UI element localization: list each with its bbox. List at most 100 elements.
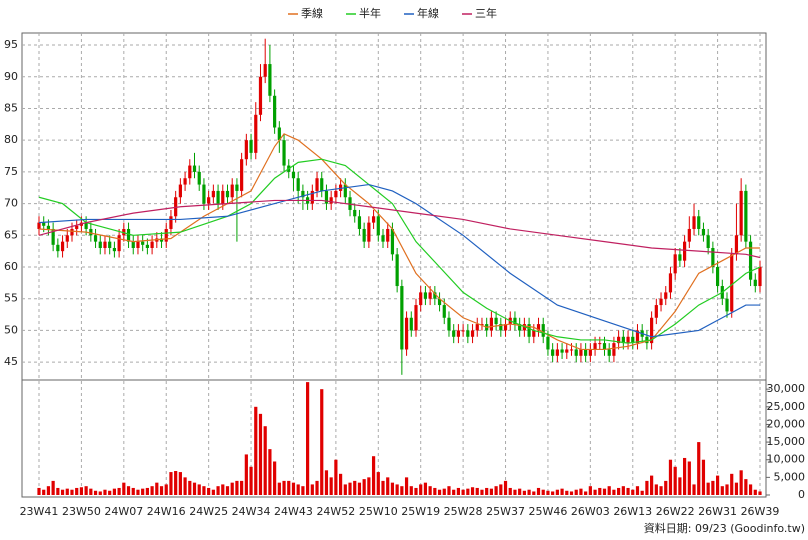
candle-body bbox=[93, 235, 98, 242]
plot-frame bbox=[21, 32, 767, 498]
candle-body bbox=[254, 114, 258, 153]
candle-body bbox=[414, 305, 418, 331]
candle-body bbox=[758, 267, 762, 287]
candle-body bbox=[301, 190, 305, 198]
candle-body bbox=[536, 324, 541, 331]
candle-body bbox=[400, 286, 404, 350]
candle-body bbox=[730, 254, 734, 312]
candle-body bbox=[60, 241, 65, 252]
volume-bar bbox=[485, 487, 489, 495]
candle-body bbox=[329, 197, 333, 204]
candle-body bbox=[744, 190, 748, 242]
volume-bar bbox=[536, 487, 541, 495]
volume-bar bbox=[150, 486, 154, 495]
x-tick-label: 25W10 bbox=[359, 505, 398, 518]
x-tick-label: 26W31 bbox=[698, 505, 737, 518]
candle-body bbox=[197, 171, 201, 185]
x-tick-label: 24W16 bbox=[147, 505, 186, 518]
x-tick-label: 24W34 bbox=[232, 505, 271, 518]
volume-bar bbox=[334, 459, 338, 495]
candle-body bbox=[617, 336, 621, 344]
volume-bar bbox=[329, 477, 333, 495]
candle-body bbox=[607, 349, 611, 356]
candle-body bbox=[555, 349, 559, 356]
volume-bar bbox=[602, 488, 607, 495]
volume-bar bbox=[687, 461, 691, 495]
volume-bar bbox=[659, 486, 663, 495]
volume-bar bbox=[230, 482, 234, 495]
y-tick-label: 45 bbox=[4, 355, 18, 368]
x-tick-label: 23W50 bbox=[62, 505, 101, 518]
candle-body bbox=[320, 178, 324, 191]
volume-bar bbox=[560, 488, 564, 495]
volume-bar bbox=[159, 486, 164, 495]
candle-body bbox=[527, 324, 531, 337]
candle-body bbox=[169, 216, 173, 229]
volume-bar bbox=[551, 491, 555, 495]
candle-body bbox=[466, 330, 470, 337]
volume-bar bbox=[249, 466, 253, 495]
candle-body bbox=[381, 235, 385, 242]
volume-bar bbox=[42, 489, 46, 495]
volume-bar bbox=[390, 482, 395, 495]
volume-bar bbox=[98, 491, 102, 495]
volume-bar bbox=[598, 487, 602, 495]
candle-body bbox=[174, 197, 178, 217]
volume-bar bbox=[419, 484, 423, 495]
candle-body bbox=[631, 336, 635, 344]
x-tick-label: 25W19 bbox=[401, 505, 440, 518]
candle-body bbox=[475, 324, 479, 331]
legend-label: 年線 bbox=[417, 6, 439, 20]
volume-bar bbox=[51, 480, 55, 495]
volume-bar bbox=[386, 477, 390, 495]
volume-bar bbox=[683, 457, 687, 495]
volume-bar bbox=[46, 486, 51, 495]
candle-body bbox=[202, 184, 206, 204]
volume-bar bbox=[277, 482, 281, 495]
volume-bar bbox=[433, 487, 437, 495]
y-tick-label: 55 bbox=[4, 292, 18, 305]
volume-bar bbox=[400, 486, 404, 495]
volume-bar bbox=[664, 480, 668, 495]
candle-body bbox=[409, 317, 413, 331]
volume-bar bbox=[730, 473, 734, 495]
volume-bar bbox=[315, 480, 319, 495]
volume-bar bbox=[555, 489, 559, 495]
candle-body bbox=[122, 228, 126, 236]
volume-bar bbox=[376, 472, 380, 495]
candle-body bbox=[659, 298, 663, 306]
volume-bar bbox=[192, 482, 197, 495]
volume-bar bbox=[565, 490, 569, 495]
volume-bar bbox=[211, 489, 215, 495]
volume-bar bbox=[508, 487, 512, 495]
y2-tick-label: 30,000 bbox=[767, 382, 806, 395]
candle-body bbox=[230, 184, 234, 198]
candle-body bbox=[343, 184, 347, 198]
candle-body bbox=[419, 292, 423, 306]
candle-body bbox=[701, 228, 706, 236]
volume-bar bbox=[282, 480, 286, 495]
volume-bar bbox=[216, 486, 220, 495]
candle-body bbox=[324, 190, 329, 204]
candle-body bbox=[678, 254, 682, 261]
candle-body bbox=[164, 228, 168, 242]
candle-body bbox=[108, 241, 112, 248]
volume-bar bbox=[678, 477, 682, 495]
volume-bar bbox=[169, 472, 173, 495]
volume-bar bbox=[240, 480, 244, 495]
volume-bar bbox=[720, 486, 724, 495]
candle-body bbox=[273, 95, 277, 128]
volume-bar bbox=[291, 482, 296, 495]
candle-body bbox=[664, 292, 668, 299]
candle-body bbox=[136, 241, 140, 248]
volume-bar bbox=[522, 490, 526, 495]
candle-body bbox=[404, 317, 409, 350]
candle-body bbox=[470, 330, 475, 337]
y2-tick-label: 5,000 bbox=[774, 470, 806, 483]
candle-body bbox=[221, 190, 225, 204]
x-tick-label: 24W07 bbox=[104, 505, 143, 518]
candle-body bbox=[240, 159, 244, 191]
y2-tick-label: 20,000 bbox=[767, 417, 806, 430]
candle-body bbox=[362, 228, 366, 242]
candle-body bbox=[192, 165, 197, 172]
